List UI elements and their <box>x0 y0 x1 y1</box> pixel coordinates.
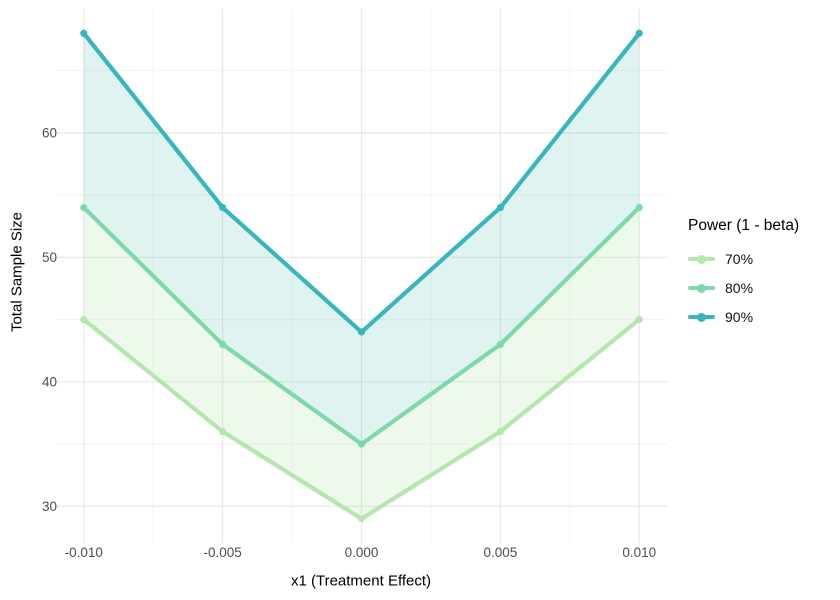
data-point-90% <box>635 29 643 37</box>
y-tick-label: 50 <box>42 250 57 265</box>
legend-key-icon <box>688 250 715 268</box>
legend-key-icon <box>688 279 715 297</box>
legend-entry-label: 90% <box>725 309 754 325</box>
x-tick-label: -0.005 <box>203 545 241 560</box>
y-tick-label: 60 <box>42 125 57 140</box>
x-tick-label: 0.000 <box>345 545 379 560</box>
y-axis-title: Total Sample Size <box>8 211 26 333</box>
data-point-80% <box>496 340 504 349</box>
legend-entry-label: 80% <box>725 280 754 296</box>
data-point-70% <box>635 315 643 324</box>
data-point-90% <box>80 29 88 37</box>
x-tick-label: 0.005 <box>483 545 517 560</box>
data-point-80% <box>80 203 88 212</box>
legend-entry-90: 90% <box>688 307 799 327</box>
legend-title: Power (1 - beta) <box>688 217 800 234</box>
data-point-70% <box>357 515 366 523</box>
y-tick-label: 30 <box>42 499 57 514</box>
data-point-80% <box>357 440 366 448</box>
data-point-80% <box>219 340 227 349</box>
x-tick-label: -0.010 <box>65 545 103 560</box>
data-point-90% <box>219 203 227 212</box>
x-tick-label: 0.010 <box>622 545 656 560</box>
y-tick-label: 40 <box>42 374 57 389</box>
data-point-80% <box>635 203 643 212</box>
legend-entry-80: 80% <box>688 278 799 298</box>
data-point-90% <box>496 203 504 212</box>
data-point-90% <box>357 328 366 336</box>
data-point-70% <box>80 315 88 324</box>
legend-key-icon <box>688 308 715 326</box>
legend-entries: 70% 80% 90% <box>688 249 799 336</box>
data-point-70% <box>496 427 504 436</box>
legend-entry-label: 70% <box>725 251 754 267</box>
legend-entry-70: 70% <box>688 249 799 269</box>
legend: Power (1 - beta) 70% 80% 90% <box>688 217 799 336</box>
data-point-70% <box>219 427 227 436</box>
ribbon-70%-80% <box>83 207 640 519</box>
x-axis-title: x1 (Treatment Effect) <box>290 572 432 590</box>
